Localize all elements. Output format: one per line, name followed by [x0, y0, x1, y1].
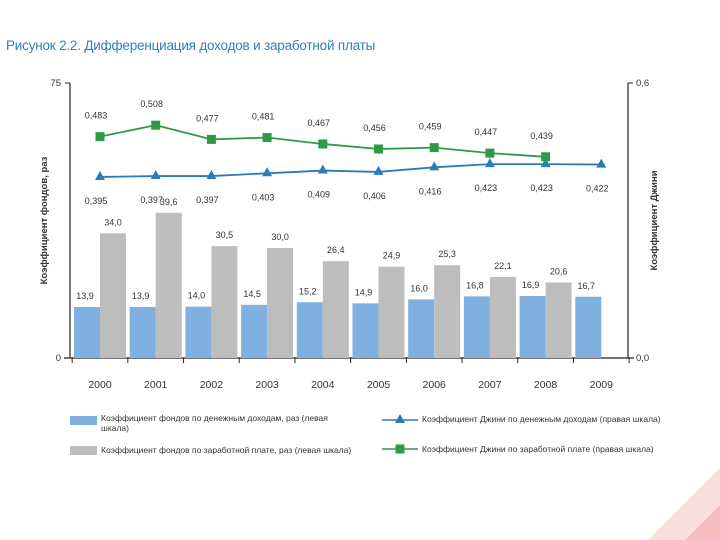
- bar-wage-funds: [211, 246, 238, 358]
- gini-income-label: 0,423: [475, 183, 498, 193]
- bar-wage-funds: [434, 265, 461, 358]
- bar-label-wage-funds: 26,4: [327, 245, 345, 255]
- bar-income-funds: [185, 306, 212, 358]
- bar-label-wage-funds: 30,5: [216, 230, 234, 240]
- bar-wage-funds: [155, 212, 182, 358]
- x-tick-label: 2005: [367, 379, 391, 391]
- gini-income-marker: [484, 158, 495, 168]
- x-tick-label: 2004: [311, 379, 335, 391]
- bar-label-wage-funds: 24,9: [383, 251, 401, 261]
- bar-income-funds: [408, 299, 435, 358]
- x-tick-label: 2003: [255, 379, 279, 391]
- gini-wage-label: 0,508: [140, 99, 163, 109]
- bar-wage-funds: [378, 266, 405, 358]
- x-tick-label: 2002: [200, 379, 224, 391]
- gini-wage-label: 0,483: [85, 111, 108, 121]
- x-tick-label: 2001: [144, 379, 168, 391]
- gini-wage-label: 0,467: [308, 118, 331, 128]
- gini-wage-marker: [485, 148, 495, 158]
- bar-income-funds: [519, 296, 546, 358]
- bar-label-income-funds: 13,9: [76, 291, 94, 301]
- gini-wage-marker: [318, 139, 328, 149]
- gini-wage-label: 0,459: [419, 122, 442, 132]
- left-axis-title: Коэффициент фондов, раз: [39, 156, 50, 284]
- bar-wage-funds: [545, 282, 572, 358]
- bar-label-income-funds: 16,7: [578, 281, 596, 291]
- gini-income-label: 0,395: [85, 196, 108, 206]
- bar-income-funds: [352, 303, 379, 358]
- bar-wage-funds: [267, 248, 294, 358]
- gini-wage-label: 0,456: [363, 123, 386, 133]
- figure-title: Рисунок 2.2. Дифференциация доходов и за…: [6, 38, 376, 53]
- bar-label-income-funds: 16,0: [410, 283, 428, 293]
- bar-income-funds: [241, 304, 268, 358]
- gini-income-label: 0,397: [140, 195, 163, 205]
- x-tick-label: 2000: [88, 379, 112, 391]
- gini-wage-marker: [95, 132, 105, 142]
- gini-wage-marker: [374, 144, 383, 154]
- right-axis-tick-label: 0,0: [636, 353, 649, 364]
- right-axis-title: Коэффициент Джини: [649, 170, 660, 270]
- gini-wage-marker: [151, 120, 161, 130]
- bar-wage-funds: [100, 233, 126, 358]
- bar-label-wage-funds: 34,0: [104, 217, 122, 227]
- bar-label-wage-funds: 30,0: [271, 232, 289, 242]
- gini-wage-marker: [429, 143, 439, 153]
- gini-income-marker: [206, 170, 217, 180]
- x-tick-label: 2009: [590, 379, 614, 391]
- corner-decoration: [630, 450, 720, 540]
- gini-income-marker: [596, 158, 607, 168]
- gini-income-label: 0,403: [252, 192, 275, 202]
- bar-label-income-funds: 16,8: [466, 280, 484, 290]
- bar-income-funds: [74, 307, 100, 358]
- gini-income-label: 0,409: [308, 190, 331, 200]
- gini-income-marker: [540, 158, 551, 168]
- x-tick-label: 2007: [478, 379, 502, 391]
- gini-income-marker: [373, 165, 384, 175]
- bar-label-income-funds: 14,9: [355, 287, 373, 297]
- gini-income-marker: [150, 170, 161, 180]
- bar-wage-funds: [489, 276, 516, 358]
- gini-income-label: 0,397: [196, 195, 219, 205]
- gini-income-line: [99, 163, 602, 178]
- bar-label-wage-funds: 25,3: [438, 249, 456, 259]
- gini-wage-label: 0,477: [196, 113, 219, 123]
- left-axis-tick-label: 75: [50, 78, 61, 89]
- bar-income-funds: [463, 296, 490, 358]
- bar-income-funds: [129, 307, 156, 358]
- bar-income-funds: [575, 296, 602, 358]
- gini-income-marker: [95, 170, 105, 180]
- bar-label-income-funds: 16,9: [522, 280, 540, 290]
- gini-income-marker: [317, 164, 328, 174]
- left-axis-tick-label: 0: [56, 353, 61, 364]
- bar-label-income-funds: 13,9: [132, 291, 150, 301]
- gini-income-label: 0,416: [419, 186, 442, 196]
- bar-label-income-funds: 15,2: [299, 286, 317, 296]
- gini-income-label: 0,423: [530, 183, 553, 193]
- x-tick-label: 2008: [534, 379, 558, 391]
- gini-wage-label: 0,481: [252, 112, 275, 122]
- bar-label-wage-funds: 39,6: [160, 197, 178, 207]
- gini-wage-marker: [262, 133, 272, 143]
- bar-label-wage-funds: 20,6: [550, 266, 568, 276]
- gini-income-label: 0,422: [586, 184, 609, 194]
- bar-wage-funds: [322, 261, 349, 358]
- bar-label-income-funds: 14,5: [243, 289, 261, 299]
- gini-wage-marker: [541, 152, 551, 162]
- right-axis-tick-label: 0,6: [636, 78, 649, 89]
- bar-label-income-funds: 14,0: [188, 291, 206, 301]
- gini-income-label: 0,406: [363, 191, 386, 201]
- x-tick-label: 2006: [423, 379, 447, 391]
- gini-income-marker: [429, 161, 440, 171]
- gini-wage-marker: [206, 134, 216, 144]
- gini-wage-label: 0,447: [475, 127, 498, 137]
- bar-income-funds: [296, 302, 323, 358]
- gini-wage-label: 0,439: [530, 131, 553, 141]
- gini-income-marker: [262, 167, 273, 177]
- bar-label-wage-funds: 22,1: [494, 261, 512, 271]
